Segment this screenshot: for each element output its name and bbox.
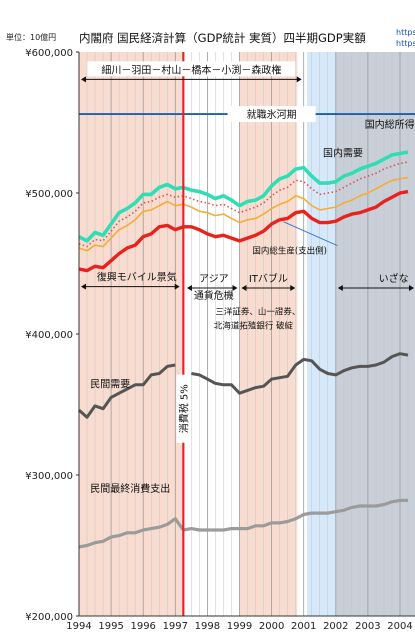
annotation-label: 北海道拓殖銀行 破綻: [214, 320, 294, 331]
x-tick-label: 1994: [66, 621, 91, 632]
y-tick-label: ¥600,000: [25, 48, 73, 59]
annotation-label: 民間需要: [90, 379, 130, 391]
period-2-arrow-head-left: [186, 285, 192, 292]
unit-label: 単位：10億円: [6, 32, 56, 42]
period-2-arrow-head-right: [232, 285, 238, 292]
series-line-domestic_income: [78, 176, 409, 252]
y-tick-label: ¥200,000: [25, 612, 73, 623]
period-1-arrow-head-right: [174, 283, 180, 290]
period-label-bg: [87, 61, 296, 77]
annotation-label: 民間最終消費支出: [90, 482, 170, 495]
annotation-label: 国内需要: [323, 146, 363, 159]
y-tick-label: ¥500,000: [25, 189, 73, 200]
period-label: 復興モバイル景気: [97, 271, 177, 284]
series-line-consumption: [78, 498, 408, 549]
ice-age-label-bg: [227, 106, 316, 123]
period-label: 通貨危機: [194, 289, 234, 302]
annotation-label: 国内総生産(支出側): [252, 246, 327, 257]
period-band-0: [79, 52, 182, 616]
source-url-2[interactable]: https: [396, 39, 415, 48]
y-tick-label: ¥300,000: [25, 471, 73, 482]
y-tick-label: ¥400,000: [25, 330, 73, 341]
x-tick-label: 1998: [195, 621, 220, 632]
x-tick-label: 2000: [259, 621, 284, 632]
source-url-1[interactable]: https: [396, 28, 415, 37]
series-line-private_demand: [191, 352, 409, 395]
consumption-tax-label-group: 消費税 5%: [176, 374, 191, 443]
annotation-label: 三洋証券、山一證券、: [215, 306, 300, 317]
ice-age-label: 就職氷河期: [247, 108, 297, 121]
period-5-arrow-head-right: [409, 285, 414, 292]
axes: ¥600,000 ¥500,000 ¥400,000 ¥300,000 ¥200,000…: [25, 48, 415, 632]
x-tick-label: 1997: [163, 621, 188, 632]
series-line-dotted: [78, 161, 409, 248]
period-4-arrow-head-right: [290, 285, 296, 292]
period-label: 細川－羽田－村山－橋本－小渕－森政権: [101, 63, 281, 76]
period-4-arrow-head-left: [241, 285, 247, 292]
annotation-label: 国内総所得: [365, 118, 415, 131]
x-tick-label: 2002: [323, 621, 348, 632]
consumption-tax-label-bg: [176, 374, 191, 443]
x-tick-label: 2004: [387, 621, 412, 632]
x-tick-label: 2001: [291, 621, 316, 632]
x-tick-label: 1999: [227, 621, 252, 632]
x-tick-label: 2003: [355, 621, 380, 632]
period-label: アジア: [199, 274, 229, 285]
period-band-3: [335, 52, 415, 616]
period-label: いざな: [379, 272, 409, 285]
chart-title: 内閣府 国民経済計算（GDP統計 実質）四半期GDP実額: [79, 31, 366, 45]
x-tick-label: 1995: [98, 621, 123, 632]
period-label: ITバブル: [249, 272, 288, 285]
annotation-pointer: [283, 221, 338, 247]
series-lines: [78, 113, 415, 549]
consumption-tax-label: 消費税 5%: [177, 384, 190, 433]
period-band-1: [239, 52, 298, 616]
series-line-domestic_demand: [78, 150, 409, 243]
series-line-gdp: [78, 189, 409, 273]
period-0-arrow-head-right: [296, 76, 302, 83]
period-0-arrow-head-left: [81, 76, 86, 83]
x-tick-label: 1996: [130, 621, 155, 632]
period-band-2: [306, 52, 336, 616]
period-5-arrow-head-left: [337, 285, 343, 292]
period-1-arrow-head-left: [81, 283, 86, 290]
